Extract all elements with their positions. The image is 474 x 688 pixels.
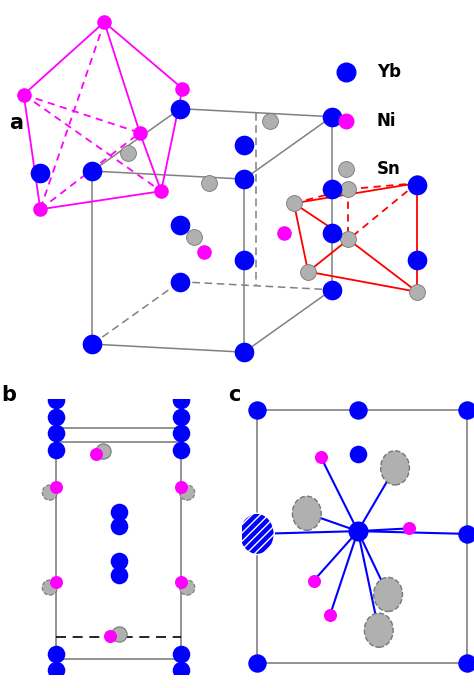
Point	[20, 89, 27, 100]
Point	[157, 186, 165, 197]
Point	[240, 173, 248, 184]
Point	[177, 395, 184, 406]
Point	[177, 577, 184, 588]
Point	[240, 254, 248, 265]
Point	[136, 127, 144, 138]
Point	[345, 184, 352, 195]
Point	[115, 506, 122, 517]
Point	[413, 286, 421, 297]
Point	[100, 446, 107, 457]
Circle shape	[381, 451, 410, 485]
Point	[253, 658, 261, 669]
Point	[463, 658, 471, 669]
Point	[53, 482, 60, 493]
Point	[205, 178, 212, 189]
Point	[177, 665, 184, 676]
Point	[115, 570, 122, 581]
Point	[354, 526, 362, 537]
Point	[176, 276, 184, 288]
Point	[177, 681, 184, 688]
Text: b: b	[1, 385, 16, 405]
Point	[53, 444, 60, 455]
Point	[53, 648, 60, 659]
Point	[183, 582, 191, 593]
Point	[342, 67, 350, 78]
Point	[413, 180, 421, 191]
Point	[326, 610, 334, 621]
Point	[328, 111, 336, 122]
Point	[200, 246, 208, 257]
Point	[177, 428, 184, 439]
Point	[342, 164, 350, 175]
Point	[328, 184, 336, 195]
Point	[342, 116, 350, 127]
Text: a: a	[9, 113, 24, 133]
Point	[310, 575, 318, 586]
Point	[53, 665, 60, 676]
Point	[354, 405, 362, 416]
Point	[413, 178, 421, 189]
Point	[463, 528, 471, 539]
Text: c: c	[228, 385, 240, 405]
Point	[266, 116, 274, 127]
Point	[328, 228, 336, 239]
Point	[124, 147, 132, 158]
Point	[36, 168, 44, 179]
Point	[89, 338, 96, 350]
Point	[177, 411, 184, 422]
Point	[345, 234, 352, 245]
Point	[191, 232, 198, 243]
Point	[240, 347, 248, 358]
Point	[46, 487, 54, 498]
Point	[53, 395, 60, 406]
Point	[413, 254, 421, 265]
Point	[179, 83, 186, 94]
Point	[463, 405, 471, 416]
Point	[100, 17, 108, 28]
Point	[281, 228, 288, 239]
Point	[53, 411, 60, 422]
Text: Ni: Ni	[377, 111, 396, 130]
Point	[115, 556, 122, 567]
Point	[106, 630, 114, 641]
Point	[328, 284, 336, 295]
Point	[405, 523, 413, 534]
Point	[53, 681, 60, 688]
Circle shape	[374, 577, 402, 612]
Point	[53, 577, 60, 588]
Circle shape	[365, 613, 393, 647]
Point	[177, 482, 184, 493]
Point	[304, 266, 312, 277]
Point	[89, 166, 96, 177]
Point	[177, 648, 184, 659]
Point	[354, 449, 362, 460]
Point	[290, 197, 298, 208]
Text: Yb: Yb	[377, 63, 401, 81]
Point	[177, 444, 184, 455]
Point	[240, 140, 248, 151]
Text: Sn: Sn	[377, 160, 401, 178]
Point	[176, 103, 184, 114]
Point	[183, 487, 191, 498]
Point	[253, 405, 261, 416]
Point	[115, 629, 122, 640]
Circle shape	[292, 496, 321, 530]
Point	[36, 204, 44, 215]
Point	[176, 220, 184, 231]
Point	[115, 520, 122, 531]
Point	[53, 428, 60, 439]
Circle shape	[239, 513, 274, 555]
Point	[46, 582, 54, 593]
Point	[317, 451, 325, 462]
Point	[92, 449, 100, 460]
